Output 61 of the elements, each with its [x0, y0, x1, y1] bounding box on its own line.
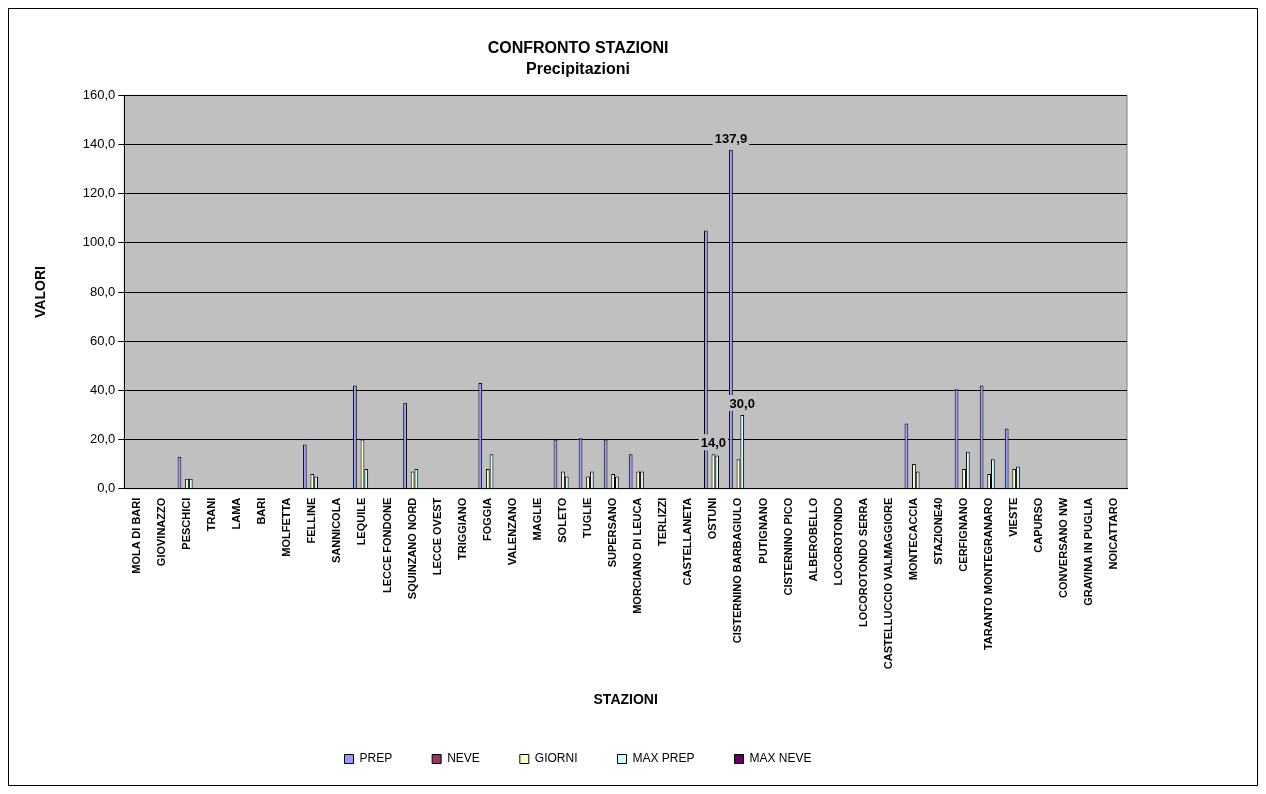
- x-tick-label: TRIGGIANO: [455, 497, 468, 561]
- x-tick-label: PUTIGNANO: [756, 497, 769, 564]
- x-tick-label: TRANI: [205, 497, 218, 532]
- x-tick-label: GRAVINA IN PUGLIA: [1082, 497, 1095, 606]
- x-tick-label: VALENZANO: [505, 497, 518, 566]
- x-tick-label: TERLIZZI: [656, 497, 669, 546]
- data-label: 30,0: [729, 396, 755, 412]
- x-tick-label: GIOVINAZZO: [154, 497, 167, 567]
- x-tick-label: PESCHICI: [180, 497, 193, 550]
- y-tick-label: 20,0: [90, 431, 116, 447]
- y-tick-label: 80,0: [90, 283, 116, 299]
- x-tick-label: LAMA: [230, 497, 243, 530]
- y-tick-label: 0,0: [97, 480, 116, 496]
- x-tick-label: CAPURSO: [1032, 497, 1045, 553]
- x-tick-label: MOLA DI BARI: [129, 497, 142, 574]
- chart-title: CONFRONTO STAZIONI: [487, 39, 669, 57]
- x-tick-label: LECCE OVEST: [430, 497, 443, 576]
- legend-label: MAX PREP: [632, 751, 695, 766]
- x-tick-label: MOLFETTA: [280, 497, 293, 557]
- x-tick-label: LEQUILE: [355, 497, 368, 546]
- legend-label: MAX NEVE: [749, 751, 812, 766]
- legend-label: NEVE: [447, 751, 480, 766]
- x-tick-label: CISTERNINO PICO: [781, 497, 794, 596]
- x-tick-label: NOICATTARO: [1107, 497, 1120, 570]
- data-label: 14,0: [700, 435, 727, 451]
- y-tick-label: 160,0: [82, 86, 116, 102]
- x-tick-label: LOCOROTONDO SERRA: [856, 497, 869, 628]
- x-tick-label: SANNICOLA: [330, 497, 343, 564]
- y-axis-title: VALORI: [32, 266, 49, 318]
- x-axis-title: STAZIONI: [593, 691, 658, 708]
- y-tick-label: 140,0: [82, 136, 116, 152]
- legend-label: PREP: [359, 751, 393, 766]
- y-tick-label: 120,0: [82, 185, 116, 201]
- x-tick-label: LOCOROTONDO: [831, 497, 844, 586]
- x-tick-label: CISTERNINO BARBAGIULO: [731, 497, 744, 644]
- y-tick-label: 40,0: [90, 381, 116, 397]
- y-tick-label: 60,0: [90, 332, 116, 348]
- x-tick-label: SQUINZANO NORD: [405, 497, 418, 600]
- x-tick-label: MORCIANO DI LEUCA: [631, 497, 644, 614]
- x-tick-label: TARANTO MONTEGRANARO: [982, 497, 995, 651]
- x-tick-label: SOLETO: [556, 497, 569, 543]
- x-tick-label: CERFIGNANO: [957, 497, 970, 572]
- data-label: 137,9: [714, 130, 748, 146]
- x-tick-label: OSTUNI: [706, 497, 719, 540]
- x-tick-label: MAGLIE: [530, 497, 543, 541]
- x-tick-label: FOGGIA: [480, 497, 493, 542]
- x-tick-label: STAZIONE40: [932, 497, 945, 565]
- y-tick-label: 100,0: [82, 234, 116, 250]
- x-tick-label: ALBEROBELLO: [806, 497, 819, 582]
- x-tick-label: CASTELLUCCIO VALMAGGIORE: [881, 497, 894, 670]
- x-tick-label: VIESTE: [1007, 497, 1020, 537]
- x-tick-label: TUGLIE: [581, 497, 594, 539]
- x-tick-label: LECCE FONDONE: [380, 497, 393, 594]
- x-tick-label: BARI: [255, 497, 268, 525]
- chart-subtitle: Precipitazioni: [525, 60, 631, 78]
- legend-label: GIORNI: [534, 751, 578, 766]
- x-tick-label: SUPERSANO: [606, 497, 619, 568]
- x-tick-label: CONVERSANO NW: [1057, 497, 1070, 598]
- x-tick-label: MONTECACCIA: [906, 497, 919, 581]
- x-tick-label: FELLINE: [305, 497, 318, 544]
- x-tick-label: CASTELLANETA: [681, 497, 694, 586]
